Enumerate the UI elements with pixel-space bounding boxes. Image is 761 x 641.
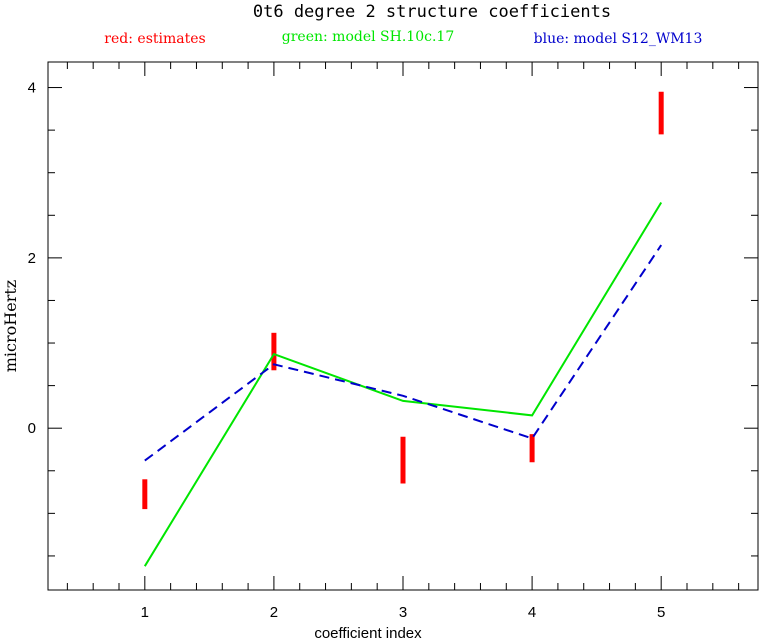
x-tick-label: 4	[528, 604, 536, 621]
y-tick-label: 2	[28, 250, 36, 267]
tick-labels: 1 2 3 4 5 0 2 4	[28, 80, 666, 621]
x-tick-label: 1	[141, 604, 149, 621]
series-line-green	[143, 201, 663, 567]
x-tick-label: 5	[657, 604, 665, 621]
series-layer	[142, 91, 664, 567]
x-axis-label: coefficient index	[314, 625, 422, 641]
x-tick-label: 3	[399, 604, 407, 621]
series-line-blue	[144, 244, 663, 462]
y-axis-label: microHertz	[1, 280, 20, 372]
axis-ticks	[48, 62, 758, 590]
chart-title: 0t6 degree 2 structure coefficients	[253, 2, 611, 22]
y-tick-label: 4	[28, 80, 36, 97]
legend-model-sh10c17: green: model SH.10c.17	[282, 29, 454, 45]
legend-estimates: red: estimates	[104, 31, 205, 47]
x-tick-label: 2	[270, 604, 278, 621]
legend-model-s12wm13: blue: model S12_WM13	[534, 31, 703, 47]
plot-frame	[47, 61, 759, 591]
y-tick-label: 0	[28, 420, 36, 437]
